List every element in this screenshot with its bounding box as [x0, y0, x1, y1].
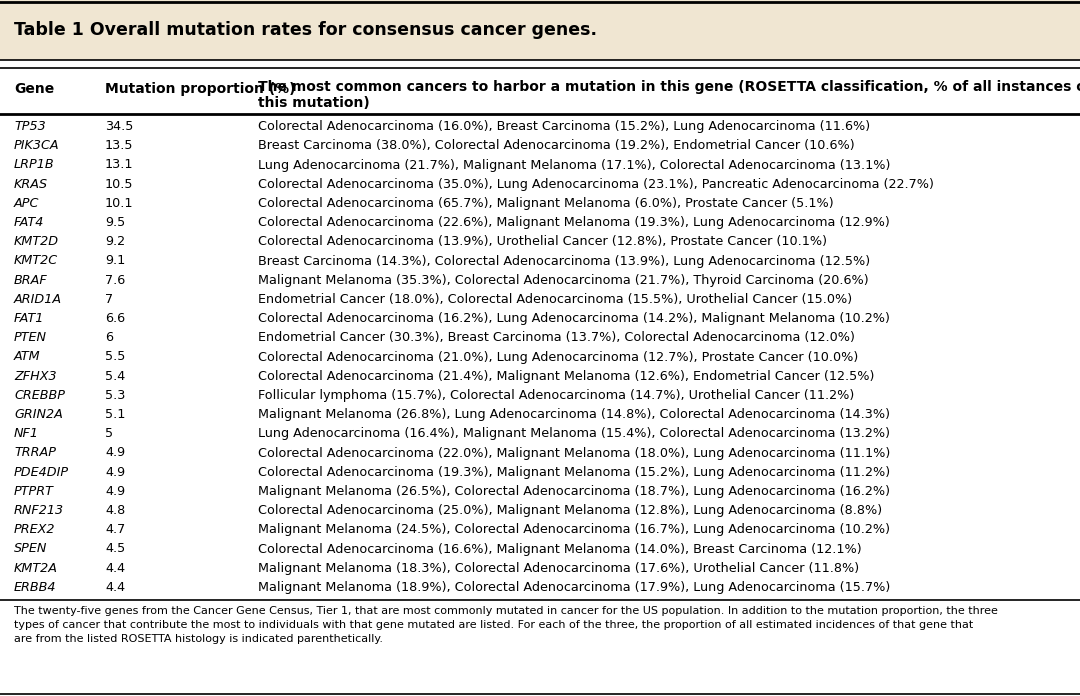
Text: 4.4: 4.4 [105, 562, 125, 575]
Text: Colorectal Adenocarcinoma (16.2%), Lung Adenocarcinoma (14.2%), Malignant Melano: Colorectal Adenocarcinoma (16.2%), Lung … [258, 312, 890, 325]
Text: Breast Carcinoma (38.0%), Colorectal Adenocarcinoma (19.2%), Endometrial Cancer : Breast Carcinoma (38.0%), Colorectal Ade… [258, 139, 854, 152]
Text: ARID1A: ARID1A [14, 293, 63, 306]
Text: Colorectal Adenocarcinoma (65.7%), Malignant Melanoma (6.0%), Prostate Cancer (5: Colorectal Adenocarcinoma (65.7%), Malig… [258, 197, 834, 210]
Text: 34.5: 34.5 [105, 120, 133, 133]
Text: 5.1: 5.1 [105, 408, 125, 421]
Text: 10.5: 10.5 [105, 177, 134, 191]
Text: 4.9: 4.9 [105, 466, 125, 479]
Text: KMT2D: KMT2D [14, 235, 59, 248]
Text: Breast Carcinoma (14.3%), Colorectal Adenocarcinoma (13.9%), Lung Adenocarcinoma: Breast Carcinoma (14.3%), Colorectal Ade… [258, 255, 870, 267]
Text: this mutation): this mutation) [258, 96, 369, 110]
Text: 5.3: 5.3 [105, 389, 125, 402]
Text: Malignant Melanoma (26.8%), Lung Adenocarcinoma (14.8%), Colorectal Adenocarcino: Malignant Melanoma (26.8%), Lung Adenoca… [258, 408, 890, 421]
Text: Colorectal Adenocarcinoma (21.0%), Lung Adenocarcinoma (12.7%), Prostate Cancer : Colorectal Adenocarcinoma (21.0%), Lung … [258, 351, 859, 363]
Text: CREBBP: CREBBP [14, 389, 65, 402]
Text: 4.5: 4.5 [105, 542, 125, 555]
Text: 5.5: 5.5 [105, 351, 125, 363]
Text: FAT1: FAT1 [14, 312, 44, 325]
Text: Malignant Melanoma (24.5%), Colorectal Adenocarcinoma (16.7%), Lung Adenocarcino: Malignant Melanoma (24.5%), Colorectal A… [258, 523, 890, 537]
Text: Malignant Melanoma (18.9%), Colorectal Adenocarcinoma (17.9%), Lung Adenocarcino: Malignant Melanoma (18.9%), Colorectal A… [258, 581, 890, 594]
Text: 6: 6 [105, 331, 113, 345]
Text: Endometrial Cancer (30.3%), Breast Carcinoma (13.7%), Colorectal Adenocarcinoma : Endometrial Cancer (30.3%), Breast Carci… [258, 331, 855, 345]
Text: Colorectal Adenocarcinoma (35.0%), Lung Adenocarcinoma (23.1%), Pancreatic Adeno: Colorectal Adenocarcinoma (35.0%), Lung … [258, 177, 934, 191]
Text: LRP1B: LRP1B [14, 159, 55, 171]
Text: Malignant Melanoma (26.5%), Colorectal Adenocarcinoma (18.7%), Lung Adenocarcino: Malignant Melanoma (26.5%), Colorectal A… [258, 485, 890, 498]
Text: Endometrial Cancer (18.0%), Colorectal Adenocarcinoma (15.5%), Urothelial Cancer: Endometrial Cancer (18.0%), Colorectal A… [258, 293, 852, 306]
Text: 9.2: 9.2 [105, 235, 125, 248]
Text: Colorectal Adenocarcinoma (25.0%), Malignant Melanoma (12.8%), Lung Adenocarcino: Colorectal Adenocarcinoma (25.0%), Malig… [258, 504, 882, 517]
Text: Colorectal Adenocarcinoma (16.0%), Breast Carcinoma (15.2%), Lung Adenocarcinoma: Colorectal Adenocarcinoma (16.0%), Breas… [258, 120, 870, 133]
Text: SPEN: SPEN [14, 542, 48, 555]
Text: 4.9: 4.9 [105, 485, 125, 498]
Text: Mutation proportion (%): Mutation proportion (%) [105, 81, 296, 96]
Text: Lung Adenocarcinoma (16.4%), Malignant Melanoma (15.4%), Colorectal Adenocarcino: Lung Adenocarcinoma (16.4%), Malignant M… [258, 427, 890, 441]
Text: 4.7: 4.7 [105, 523, 125, 537]
Text: RNF213: RNF213 [14, 504, 64, 517]
Text: PTPRT: PTPRT [14, 485, 54, 498]
Text: 6.6: 6.6 [105, 312, 125, 325]
Text: KMT2C: KMT2C [14, 255, 58, 267]
Text: ATM: ATM [14, 351, 41, 363]
Text: PDE4DIP: PDE4DIP [14, 466, 69, 479]
Text: 5: 5 [105, 427, 113, 441]
Text: are from the listed ROSETTA histology is indicated parenthetically.: are from the listed ROSETTA histology is… [14, 634, 383, 644]
Text: Colorectal Adenocarcinoma (22.6%), Malignant Melanoma (19.3%), Lung Adenocarcino: Colorectal Adenocarcinoma (22.6%), Malig… [258, 216, 890, 229]
Bar [0, 0, 1080, 60]
Text: NF1: NF1 [14, 427, 39, 441]
Text: 4.8: 4.8 [105, 504, 125, 517]
Text: The most common cancers to harbor a mutation in this gene (ROSETTA classificatio: The most common cancers to harbor a muta… [258, 80, 1080, 94]
Text: 9.5: 9.5 [105, 216, 125, 229]
Text: PREX2: PREX2 [14, 523, 55, 537]
Text: The twenty-five genes from the Cancer Gene Census, Tier 1, that are most commonl: The twenty-five genes from the Cancer Ge… [14, 606, 998, 616]
Text: Colorectal Adenocarcinoma (13.9%), Urothelial Cancer (12.8%), Prostate Cancer (1: Colorectal Adenocarcinoma (13.9%), Uroth… [258, 235, 827, 248]
Text: 9.1: 9.1 [105, 255, 125, 267]
Text: GRIN2A: GRIN2A [14, 408, 63, 421]
Text: 7: 7 [105, 293, 113, 306]
Text: Colorectal Adenocarcinoma (22.0%), Malignant Melanoma (18.0%), Lung Adenocarcino: Colorectal Adenocarcinoma (22.0%), Malig… [258, 447, 890, 459]
Text: types of cancer that contribute the most to individuals with that gene mutated a: types of cancer that contribute the most… [14, 620, 973, 630]
Text: PIK3CA: PIK3CA [14, 139, 59, 152]
Text: 7.6: 7.6 [105, 274, 125, 287]
Text: 5.4: 5.4 [105, 370, 125, 383]
Text: Follicular lymphoma (15.7%), Colorectal Adenocarcinoma (14.7%), Urothelial Cance: Follicular lymphoma (15.7%), Colorectal … [258, 389, 854, 402]
Text: Colorectal Adenocarcinoma (19.3%), Malignant Melanoma (15.2%), Lung Adenocarcino: Colorectal Adenocarcinoma (19.3%), Malig… [258, 466, 890, 479]
Text: Table 1 Overall mutation rates for consensus cancer genes.: Table 1 Overall mutation rates for conse… [14, 21, 597, 39]
Text: 4.4: 4.4 [105, 581, 125, 594]
Text: BRAF: BRAF [14, 274, 48, 287]
Text: 10.1: 10.1 [105, 197, 134, 210]
Text: Malignant Melanoma (35.3%), Colorectal Adenocarcinoma (21.7%), Thyroid Carcinoma: Malignant Melanoma (35.3%), Colorectal A… [258, 274, 868, 287]
Text: Colorectal Adenocarcinoma (16.6%), Malignant Melanoma (14.0%), Breast Carcinoma : Colorectal Adenocarcinoma (16.6%), Malig… [258, 542, 862, 555]
Text: KMT2A: KMT2A [14, 562, 58, 575]
Text: APC: APC [14, 197, 39, 210]
Text: KRAS: KRAS [14, 177, 49, 191]
Text: Colorectal Adenocarcinoma (21.4%), Malignant Melanoma (12.6%), Endometrial Cance: Colorectal Adenocarcinoma (21.4%), Malig… [258, 370, 875, 383]
Text: 13.1: 13.1 [105, 159, 134, 171]
Text: Malignant Melanoma (18.3%), Colorectal Adenocarcinoma (17.6%), Urothelial Cancer: Malignant Melanoma (18.3%), Colorectal A… [258, 562, 859, 575]
Text: 13.5: 13.5 [105, 139, 134, 152]
Text: TRRAP: TRRAP [14, 447, 56, 459]
Text: Lung Adenocarcinoma (21.7%), Malignant Melanoma (17.1%), Colorectal Adenocarcino: Lung Adenocarcinoma (21.7%), Malignant M… [258, 159, 890, 171]
Text: 4.9: 4.9 [105, 447, 125, 459]
Text: Gene: Gene [14, 81, 54, 96]
Text: FAT4: FAT4 [14, 216, 44, 229]
Text: TP53: TP53 [14, 120, 45, 133]
Text: ZFHX3: ZFHX3 [14, 370, 56, 383]
Text: PTEN: PTEN [14, 331, 48, 345]
Text: ERBB4: ERBB4 [14, 581, 56, 594]
